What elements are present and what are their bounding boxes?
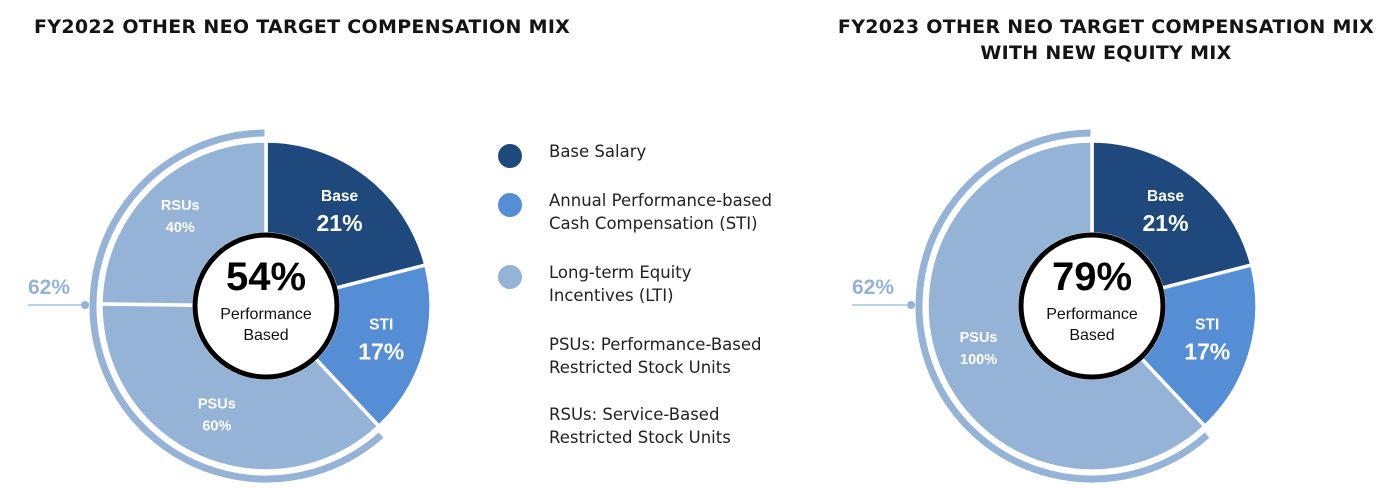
- fy2023-lti-connector-dot: [907, 301, 915, 309]
- fy2022-center-label-line-2: Based: [243, 327, 288, 344]
- chart-title-fy2023: FY2023 OTHER NEO TARGET COMPENSATION MIX…: [800, 14, 1399, 66]
- legend-label-sti: Annual Performance-based Cash Compensati…: [549, 191, 772, 233]
- legend-item-lti: Long-term Equity Incentives (LTI): [497, 261, 817, 307]
- legend-dot-lti: [498, 265, 522, 289]
- fy2022-lti-total-label: 62%: [28, 276, 70, 299]
- legend-item-sti: Annual Performance-based Cash Compensati…: [497, 189, 817, 235]
- legend-dot-sti: [498, 193, 522, 217]
- fy2023-center-value: 79%: [1052, 255, 1132, 299]
- fy2023-center-label-line-2: Based: [1069, 327, 1114, 344]
- fy2022-slice-value-base: 21%: [317, 210, 363, 236]
- legend: Base Salary Annual Performance-based Cas…: [497, 140, 817, 473]
- fy2023-slice-value-sti: 17%: [1184, 338, 1230, 364]
- fy2023-slice-value-base: 21%: [1143, 210, 1189, 236]
- fy2022-slice-label-sti: STI: [369, 316, 393, 333]
- fy2022-lti-ring: [89, 129, 384, 483]
- chart-title-fy2023-line-1: FY2023 OTHER NEO TARGET COMPENSATION MIX: [837, 16, 1375, 38]
- fy2022-center-fill: [203, 243, 329, 369]
- legend-label-lti: Long-term Equity Incentives (LTI): [549, 263, 692, 305]
- fy2023-performance-ring: [1018, 232, 1166, 380]
- fy2022-center-label-line-1: Performance: [220, 306, 312, 323]
- fy2022-slice-label-rsus: RSUs: [161, 198, 200, 214]
- fy2023-center-label-line-1: Performance: [1046, 306, 1138, 323]
- fy2023-slice-label-base: Base: [1147, 188, 1184, 205]
- legend-label-base: Base Salary: [549, 142, 647, 161]
- legend-note-psus: PSUs: Performance-Based Restricted Stock…: [549, 335, 762, 377]
- fy2022-lti-connector-dot: [81, 301, 89, 309]
- fy2022-slice-label-base: Base: [321, 188, 358, 205]
- fy2022-slice-value-psus: 60%: [202, 419, 231, 435]
- fy2022-slice-value-rsus: 40%: [166, 220, 195, 236]
- legend-item-base: Base Salary: [497, 140, 817, 168]
- fy2023-slice-label-sti: STI: [1195, 316, 1219, 333]
- fy2023-lti-ring: [915, 129, 1210, 483]
- fy2022-donut-chart: 62% Base 21% STI 17% PSUs 60% RSUs 40% 54% Perform…: [28, 129, 433, 483]
- fy2022-slice-value-sti: 17%: [358, 338, 404, 364]
- fy2023-slice-value-psus: 100%: [960, 352, 997, 368]
- fy2023-center-fill: [1029, 243, 1155, 369]
- fy2023-lti-total-label: 62%: [852, 276, 894, 299]
- fy2022-performance-ring: [192, 232, 340, 380]
- chart-title-fy2023-line-2: WITH NEW EQUITY MIX: [980, 42, 1232, 64]
- legend-note-rsus: RSUs: Service-Based Restricted Stock Uni…: [549, 405, 731, 447]
- fy2022-slice-label-psus: PSUs: [198, 397, 236, 413]
- fy2023-slice-label-psus: PSUs: [960, 330, 998, 346]
- fy2022-center-value: 54%: [226, 255, 306, 299]
- chart-title-fy2022: FY2022 OTHER NEO TARGET COMPENSATION MIX: [34, 16, 571, 38]
- legend-dot-base: [498, 144, 522, 168]
